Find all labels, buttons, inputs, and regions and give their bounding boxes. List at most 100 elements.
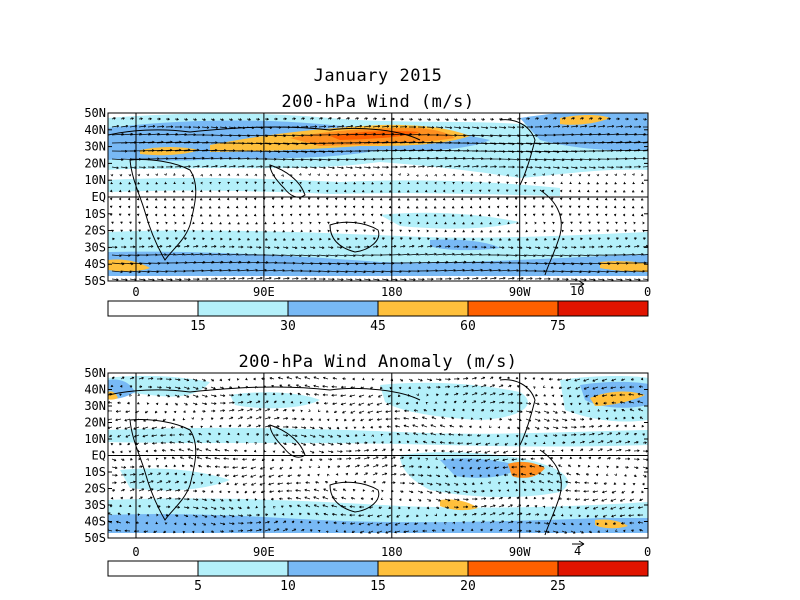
- wind-vector-head: [533, 181, 536, 185]
- wind-vector-head: [485, 276, 488, 280]
- wind-vector: [264, 150, 281, 153]
- wind-vector-head: [110, 189, 113, 193]
- wind-vector-head: [508, 496, 512, 500]
- wind-vector-head: [373, 441, 376, 444]
- lon-label: 0: [132, 285, 139, 299]
- wind-vector-head: [596, 189, 599, 193]
- wind-vector-head: [320, 117, 323, 120]
- wind-vector-head: [194, 118, 197, 121]
- wind-vector-head: [600, 448, 603, 451]
- wind-vector: [543, 142, 560, 144]
- wind-vector-head: [254, 181, 257, 185]
- wind-vector-head: [611, 514, 614, 518]
- wind-vector-head: [201, 229, 204, 233]
- wind-vector-head: [152, 441, 155, 445]
- wind-vector: [219, 506, 225, 510]
- wind-vector-head: [197, 125, 201, 129]
- wind-vector-head: [119, 393, 122, 397]
- wind-vector-head: [284, 408, 287, 412]
- wind-vector: [471, 165, 479, 168]
- wind-vector-head: [231, 393, 234, 397]
- wind-vector-head: [624, 229, 627, 233]
- wind-vector: [237, 254, 248, 256]
- wind-vector-head: [499, 238, 502, 241]
- wind-vector-head: [435, 229, 438, 233]
- wind-vector-head: [506, 434, 510, 438]
- wind-vector-head: [374, 448, 378, 452]
- wind-vector-head: [537, 402, 540, 406]
- wind-vector-head: [360, 418, 363, 422]
- wind-vector: [390, 133, 403, 136]
- wind-vector-head: [269, 165, 272, 169]
- wind-vector-head: [492, 246, 496, 249]
- wind-vector-head: [163, 457, 167, 460]
- wind-vector: [385, 410, 392, 413]
- wind-vector-head: [505, 197, 509, 201]
- wind-vector: [259, 474, 266, 478]
- wind-vector: [108, 521, 113, 524]
- wind-vector-head: [258, 245, 262, 249]
- wind-vector-head: [568, 464, 571, 468]
- wind-vector-head: [196, 387, 199, 390]
- wind-vector: [232, 466, 239, 469]
- wind-vector-head: [140, 496, 143, 500]
- wind-vector: [489, 392, 496, 396]
- wind-vector-head: [257, 513, 260, 517]
- wind-vector-head: [182, 181, 185, 185]
- wind-vector-head: [521, 125, 525, 129]
- wind-vector-head: [143, 419, 146, 422]
- wind-vector-head: [350, 166, 353, 170]
- wind-vector-head: [198, 464, 201, 468]
- wind-vector: [129, 270, 141, 273]
- wind-vector-head: [540, 488, 543, 492]
- wind-vector: [507, 512, 514, 516]
- wind-vector-head: [169, 488, 172, 492]
- wind-vector: [228, 126, 237, 129]
- wind-vector-head: [525, 434, 528, 438]
- wind-vector-head: [407, 189, 410, 193]
- wind-vector-head: [172, 198, 176, 201]
- wind-vector-head: [551, 450, 555, 453]
- wind-vector-head: [596, 465, 600, 469]
- wind-vector-head: [524, 488, 527, 492]
- wind-vector-head: [267, 520, 270, 524]
- wind-vector-head: [456, 490, 460, 494]
- wind-vector: [156, 141, 173, 144]
- wind-vector: [318, 262, 332, 265]
- wind-vector-head: [108, 418, 109, 421]
- wind-vector-head: [620, 401, 623, 404]
- wind-vector-head: [278, 276, 281, 280]
- wind-vector-head: [307, 205, 311, 208]
- wind-vector: [628, 514, 635, 517]
- wind-vector: [408, 134, 421, 136]
- wind-vector-head: [221, 118, 224, 121]
- wind-vector-head: [143, 530, 147, 533]
- wind-vector-head: [498, 489, 501, 493]
- wind-vector-head: [128, 181, 131, 185]
- wind-vector-head: [124, 427, 127, 430]
- wind-vector-head: [331, 496, 335, 499]
- wind-vector-head: [146, 173, 150, 177]
- wind-vector: [426, 498, 432, 502]
- wind-vector-head: [297, 474, 300, 477]
- wind-vector-head: [161, 449, 165, 452]
- wind-vector-head: [426, 229, 429, 233]
- wind-vector-head: [587, 402, 590, 405]
- wind-vector-head: [158, 505, 161, 508]
- wind-vector: [471, 505, 478, 508]
- wind-vector-head: [255, 393, 259, 396]
- wind-vector: [147, 245, 154, 248]
- wind-vector-head: [283, 520, 287, 524]
- wind-vector-head: [627, 440, 631, 444]
- wind-vector-head: [627, 457, 631, 461]
- wind-vector-head: [514, 205, 518, 209]
- wind-vector-head: [433, 197, 437, 201]
- wind-vector-head: [128, 189, 131, 193]
- wind-vector-head: [283, 238, 286, 241]
- wind-vector-head: [181, 464, 185, 468]
- wind-vector-head: [457, 385, 460, 388]
- wind-vector-head: [631, 213, 635, 217]
- wind-vector: [174, 141, 191, 144]
- wind-vector-head: [293, 117, 296, 121]
- wind-vector-head: [259, 416, 262, 419]
